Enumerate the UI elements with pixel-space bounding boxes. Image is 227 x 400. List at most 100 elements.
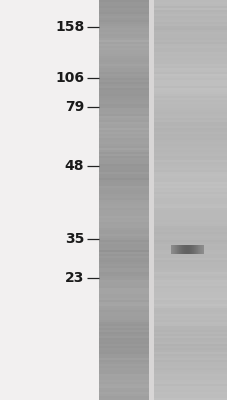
Bar [182,245,183,254]
Bar [153,258,227,260]
Bar [153,302,227,304]
Bar [99,364,149,366]
Bar [99,330,149,332]
Bar [153,76,227,78]
Bar [99,38,149,40]
Bar [153,234,227,236]
Bar [99,378,149,380]
Bar [99,160,149,162]
Bar [153,356,227,358]
Bar [202,245,203,254]
Bar [99,124,149,126]
Bar [153,86,227,88]
Bar [99,384,149,386]
Bar [99,78,149,80]
Bar [153,286,227,288]
Bar [99,56,149,58]
Bar [153,384,227,386]
Bar [99,216,149,218]
Bar [153,348,227,350]
Bar [153,354,227,356]
Bar [153,146,227,148]
Bar [153,68,227,70]
Bar [99,246,149,248]
Text: 79: 79 [65,100,84,114]
Bar [153,270,227,272]
Bar [99,316,149,318]
Bar [178,245,179,254]
Bar [99,140,149,142]
Bar [99,322,149,324]
Bar [99,314,149,316]
Bar [153,294,227,296]
Bar [99,170,149,172]
Bar [153,20,227,22]
Bar [99,350,149,352]
Bar [99,192,149,194]
Bar [153,162,227,164]
Bar [99,90,149,92]
Bar [153,260,227,262]
Bar [153,292,227,294]
Bar [176,245,177,254]
Bar [153,64,227,66]
Bar [153,0,227,2]
Bar [99,334,149,336]
Bar [99,380,149,382]
Bar [99,58,149,60]
Bar [99,112,149,114]
Bar [153,180,227,182]
Bar [153,202,227,204]
Bar [99,64,149,66]
Bar [153,254,227,256]
Bar [194,245,195,254]
Bar [99,178,149,180]
Bar [99,302,149,304]
Bar [99,36,149,38]
Bar [153,350,227,352]
Bar [99,28,149,30]
Bar [153,102,227,104]
Bar [153,280,227,282]
Bar [99,118,149,120]
Bar [176,245,177,254]
Bar [99,226,149,228]
Bar [99,12,149,14]
Bar [99,338,149,340]
Bar [99,92,149,94]
Bar [99,198,149,200]
Bar [153,372,227,374]
Text: 106: 106 [55,71,84,85]
Bar [153,374,227,376]
Bar [99,348,149,350]
Bar [153,244,227,246]
Bar [99,352,149,354]
Bar [174,245,175,254]
Bar [153,346,227,348]
Bar [153,120,227,122]
Bar [153,112,227,114]
Bar [99,346,149,348]
Bar [153,278,227,280]
Bar [99,210,149,212]
Bar [153,96,227,98]
Bar [153,222,227,224]
Bar [153,264,227,266]
Bar [153,308,227,310]
Bar [99,228,149,230]
Bar [153,226,227,228]
Bar [99,80,149,82]
Bar [153,122,227,124]
Bar [99,0,149,2]
Bar [197,245,198,254]
Bar [99,386,149,388]
Bar [99,368,149,370]
Bar [99,388,149,390]
Bar [99,336,149,338]
Bar [153,84,227,86]
Bar [153,220,227,222]
Bar [99,218,149,220]
Bar [199,245,200,254]
Bar [99,306,149,308]
Bar [153,132,227,134]
